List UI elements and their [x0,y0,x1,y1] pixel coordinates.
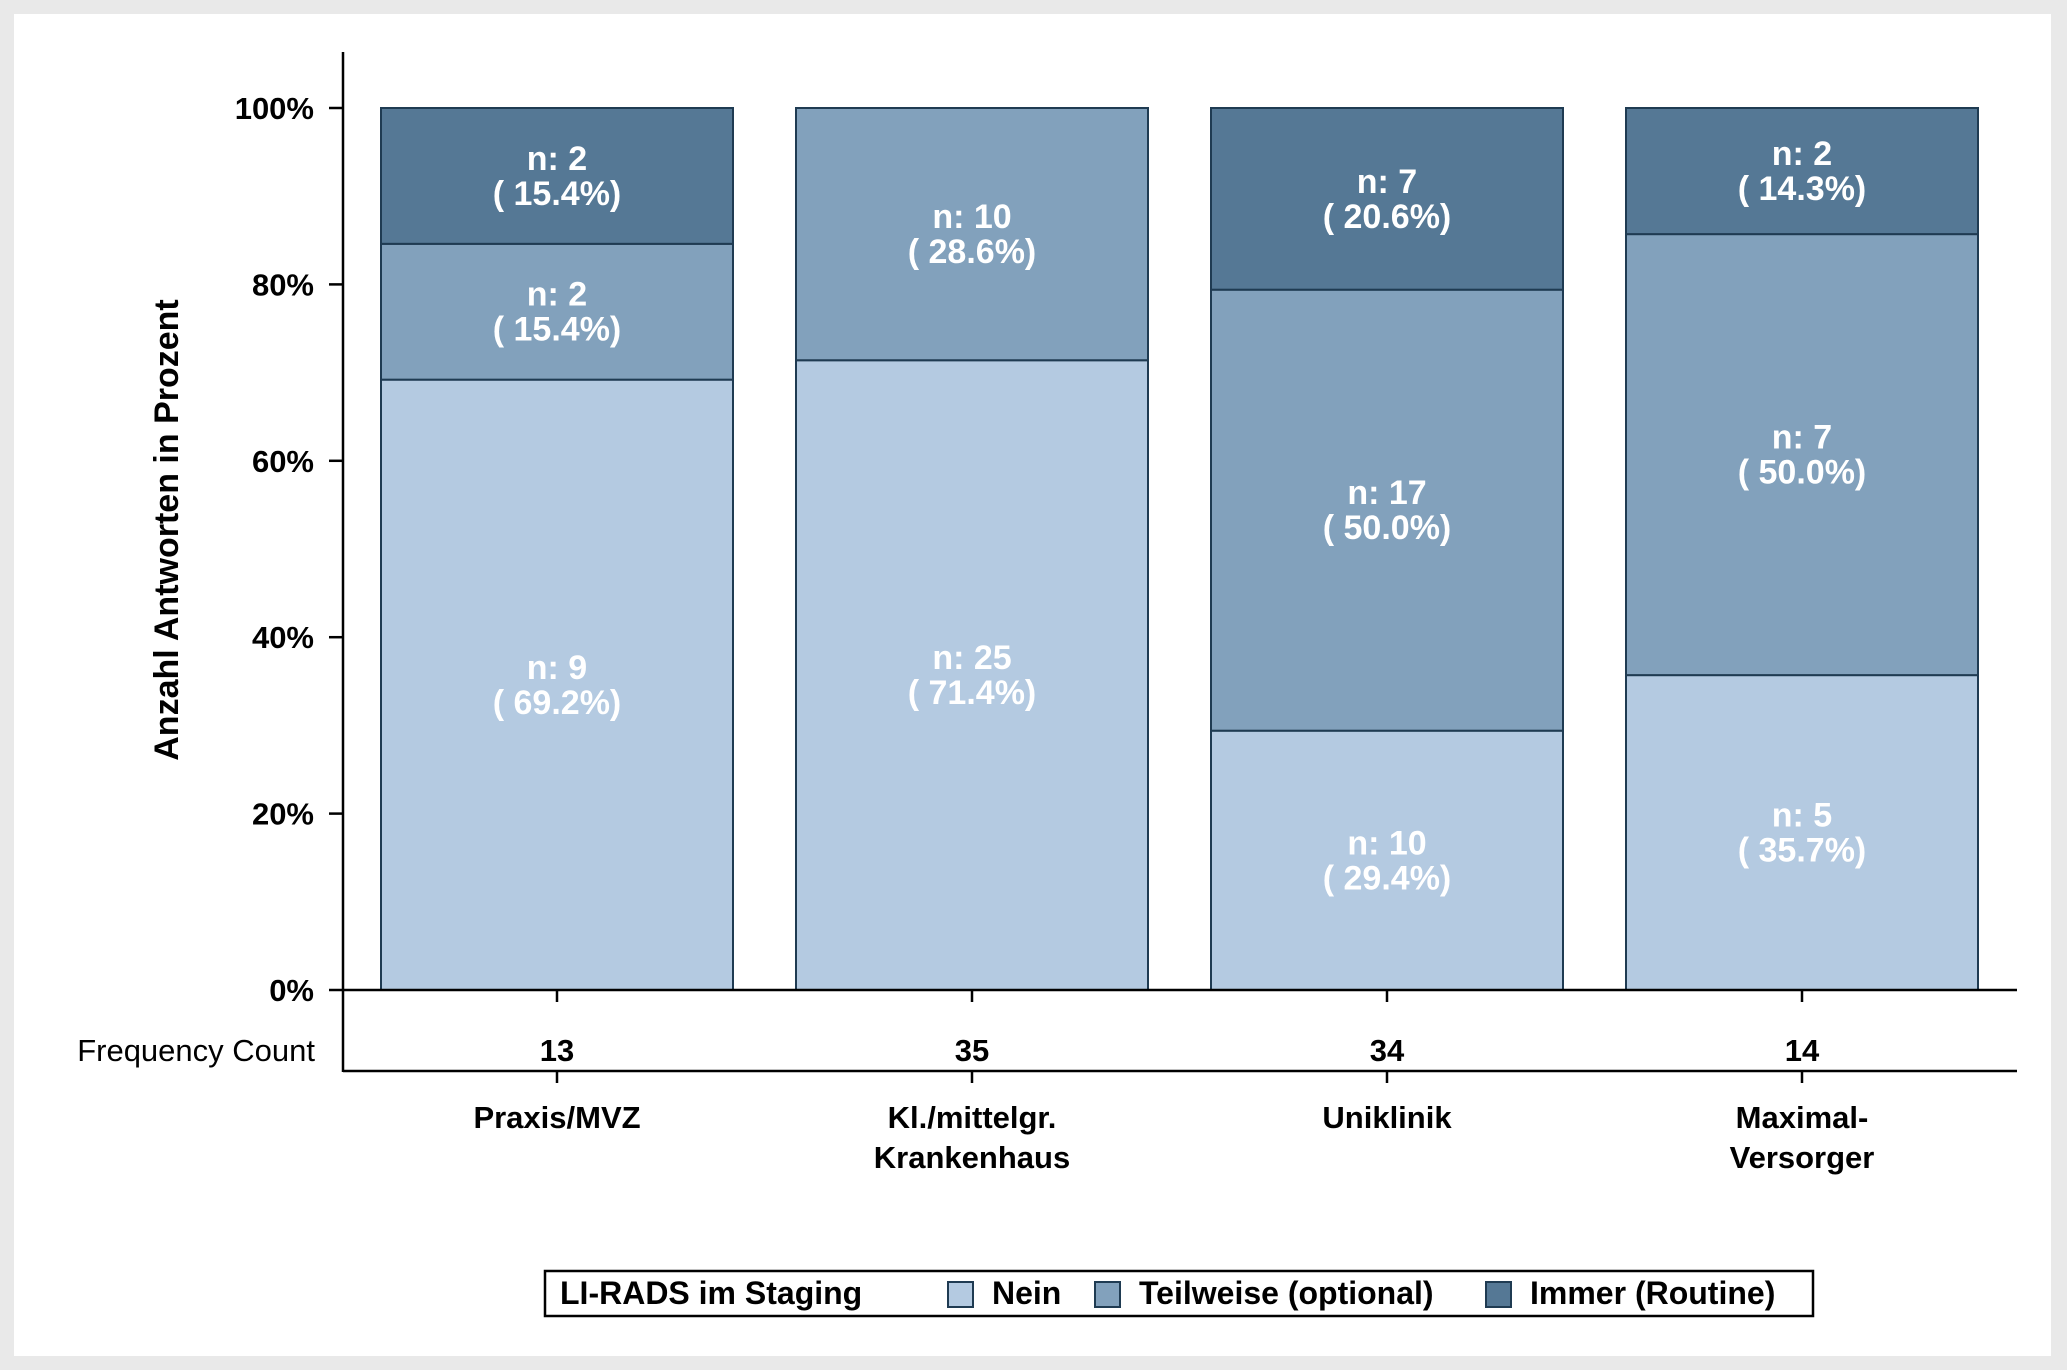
axes [341,52,2017,1083]
segment-count-label: n: 7 [1357,163,1417,201]
segment-percent-label: ( 50.0%) [1738,454,1867,492]
segment-percent-label: ( 28.6%) [908,233,1037,271]
segment-count-label: n: 5 [1772,797,1832,835]
y-tick-label: 40% [252,620,314,655]
category-label: Praxis/MVZ [473,1100,640,1135]
segment-percent-label: ( 20.6%) [1323,198,1452,236]
segment-count-label: n: 2 [1772,135,1832,173]
category-label: Krankenhaus [874,1140,1070,1175]
segment-percent-label: ( 14.3%) [1738,170,1867,208]
segment-count-label: n: 25 [932,639,1011,677]
legend-label: Immer (Routine) [1530,1275,1775,1311]
segment-percent-label: ( 15.4%) [493,175,622,213]
segment-count-label: n: 17 [1347,474,1426,512]
bars [380,107,1979,992]
legend: LI-RADS im Staging Nein Teilweise (option… [543,1269,1815,1318]
frequency-count-value: 14 [1785,1033,1820,1068]
segment-percent-label: ( 29.4%) [1323,859,1452,897]
y-ticks: 0% 20% 40% 60% 80% 100% [235,91,343,1008]
y-tick-label: 60% [252,444,314,479]
segment-percent-label: ( 69.2%) [493,684,622,722]
bar-segment-4-1 [1625,674,1979,991]
frequency-count-value: 34 [1370,1033,1405,1068]
segment-count-label: n: 10 [932,198,1011,236]
bar-segment-4-3 [1625,107,1979,236]
segment-count-label: n: 10 [1347,824,1426,862]
bar-segment-2-1 [795,359,1149,991]
frequency-count-value: 35 [955,1033,989,1068]
bar-segment-1-1 [380,378,734,991]
bar-segment-4-2 [1625,233,1979,677]
y-tick-label: 20% [252,797,314,832]
segment-count-label: n: 2 [527,140,587,178]
legend-swatch [1094,1281,1121,1308]
y-tick-label: 0% [269,973,314,1008]
legend-box [543,1269,1815,1318]
legend-swatch [1485,1281,1512,1308]
bar-segment-3-2 [1210,288,1564,732]
y-tick-label: 100% [235,91,314,126]
category-label: Uniklinik [1322,1100,1452,1135]
frequency-count-value: 13 [540,1033,574,1068]
legend-title: LI-RADS im Staging [560,1275,862,1311]
category-label: Maximal- [1736,1100,1869,1135]
bar-segment-2-2 [795,107,1149,362]
bar-segment-3-3 [1210,107,1564,291]
segment-percent-label: ( 15.4%) [493,311,622,349]
bar-segment-1-3 [380,107,734,245]
category-label: Kl./mittelgr. [888,1100,1057,1135]
category-label: Versorger [1730,1140,1875,1175]
frequency-counts: 13 35 34 14 [540,1033,1820,1068]
y-tick-label: 80% [252,267,314,302]
frequency-count-title: Frequency Count [77,1033,315,1068]
legend-items: Nein Teilweise (optional) Immer (Routine) [947,1275,1775,1311]
category-labels: Praxis/MVZ Kl./mittelgr. Krankenhaus Unikli… [473,1100,1874,1175]
legend-label: Teilweise (optional) [1139,1275,1434,1311]
segment-percent-label: ( 35.7%) [1738,832,1867,870]
segment-labels: n: 9( 69.2%)n: 2( 15.4%)n: 2( 15.4%)n: 2… [493,135,1867,897]
legend-swatch [947,1281,974,1308]
segment-percent-label: ( 71.4%) [908,674,1037,712]
segment-percent-label: ( 50.0%) [1323,509,1452,547]
segment-count-label: n: 7 [1772,419,1832,457]
legend-label: Nein [992,1275,1061,1311]
segment-count-label: n: 2 [527,276,587,314]
y-axis-label: Anzahl Antworten in Prozent [148,299,186,761]
segment-count-label: n: 9 [527,649,587,687]
